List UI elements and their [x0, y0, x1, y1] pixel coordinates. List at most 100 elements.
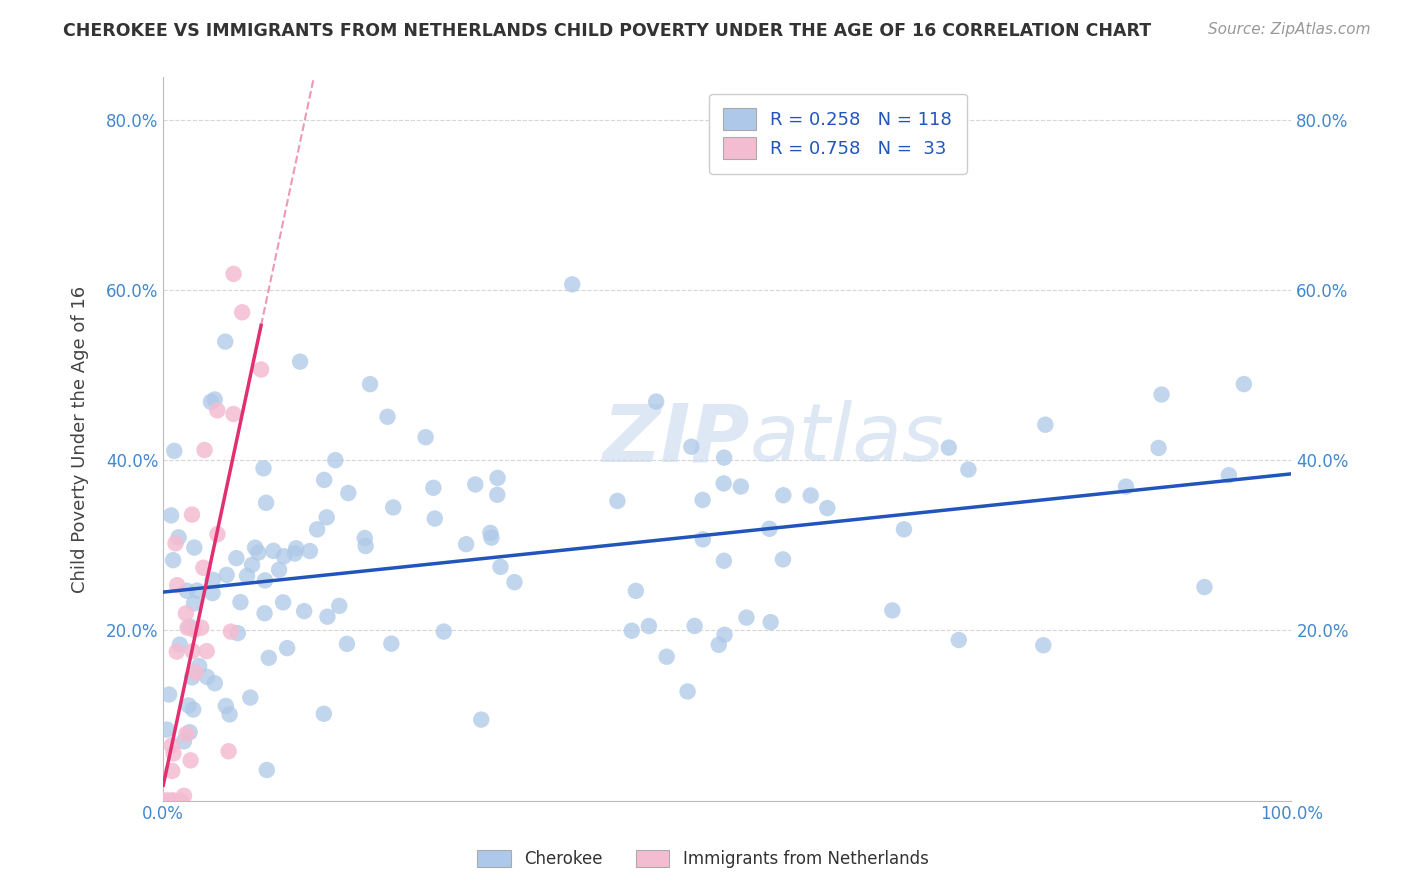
- Point: [226, 626, 249, 640]
- Point: [256, 763, 278, 777]
- Point: [692, 492, 714, 507]
- Point: [167, 530, 190, 544]
- Point: [184, 665, 207, 680]
- Point: [882, 603, 904, 617]
- Point: [170, 794, 193, 808]
- Point: [486, 471, 509, 485]
- Point: [201, 573, 224, 587]
- Point: [271, 595, 294, 609]
- Point: [157, 794, 180, 808]
- Point: [219, 624, 242, 639]
- Point: [620, 624, 643, 638]
- Point: [247, 546, 270, 560]
- Point: [456, 537, 478, 551]
- Point: [162, 794, 184, 808]
- Point: [252, 461, 274, 475]
- Point: [157, 688, 180, 702]
- Point: [288, 354, 311, 368]
- Point: [606, 494, 628, 508]
- Point: [193, 560, 215, 574]
- Point: [938, 441, 960, 455]
- Point: [481, 531, 503, 545]
- Point: [422, 481, 444, 495]
- Point: [160, 739, 183, 753]
- Point: [240, 558, 263, 572]
- Point: [1147, 441, 1170, 455]
- Text: Source: ZipAtlas.com: Source: ZipAtlas.com: [1208, 22, 1371, 37]
- Text: atlas: atlas: [749, 400, 945, 478]
- Point: [353, 531, 375, 545]
- Point: [190, 621, 212, 635]
- Point: [193, 442, 215, 457]
- Point: [177, 698, 200, 713]
- Point: [176, 583, 198, 598]
- Point: [1033, 417, 1056, 432]
- Point: [181, 508, 204, 522]
- Point: [153, 794, 176, 808]
- Point: [415, 430, 437, 444]
- Point: [257, 650, 280, 665]
- Point: [156, 794, 179, 808]
- Point: [169, 638, 191, 652]
- Point: [336, 637, 359, 651]
- Point: [681, 440, 703, 454]
- Point: [354, 539, 377, 553]
- Point: [772, 488, 794, 502]
- Point: [298, 544, 321, 558]
- Legend: R = 0.258   N = 118, R = 0.758   N =  33: R = 0.258 N = 118, R = 0.758 N = 33: [709, 94, 966, 174]
- Point: [377, 409, 399, 424]
- Point: [254, 496, 277, 510]
- Point: [692, 533, 714, 547]
- Point: [160, 508, 183, 523]
- Point: [176, 621, 198, 635]
- Point: [815, 501, 838, 516]
- Point: [253, 607, 276, 621]
- Point: [1218, 468, 1240, 483]
- Point: [229, 595, 252, 609]
- Point: [380, 637, 402, 651]
- Point: [243, 541, 266, 555]
- Point: [676, 684, 699, 698]
- Point: [218, 744, 240, 758]
- Point: [181, 644, 204, 658]
- Point: [225, 551, 247, 566]
- Point: [624, 583, 647, 598]
- Point: [645, 394, 668, 409]
- Point: [758, 522, 780, 536]
- Point: [222, 267, 245, 281]
- Point: [1150, 387, 1173, 401]
- Point: [262, 544, 284, 558]
- Point: [713, 450, 735, 465]
- Point: [273, 549, 295, 564]
- Point: [479, 525, 502, 540]
- Point: [683, 619, 706, 633]
- Point: [735, 610, 758, 624]
- Point: [707, 638, 730, 652]
- Point: [222, 407, 245, 421]
- Point: [382, 500, 405, 515]
- Point: [236, 569, 259, 583]
- Point: [204, 392, 226, 407]
- Point: [253, 574, 276, 588]
- Point: [1115, 479, 1137, 493]
- Point: [207, 403, 229, 417]
- Point: [314, 473, 336, 487]
- Point: [800, 488, 823, 502]
- Point: [285, 541, 308, 556]
- Point: [173, 789, 195, 803]
- Text: ZIP: ZIP: [603, 400, 749, 478]
- Point: [713, 628, 735, 642]
- Point: [315, 510, 337, 524]
- Point: [200, 395, 222, 409]
- Point: [323, 453, 346, 467]
- Point: [181, 670, 204, 684]
- Point: [162, 553, 184, 567]
- Point: [713, 554, 735, 568]
- Point: [183, 596, 205, 610]
- Point: [730, 479, 752, 493]
- Point: [464, 477, 486, 491]
- Point: [162, 747, 184, 761]
- Point: [179, 619, 201, 633]
- Point: [713, 476, 735, 491]
- Point: [160, 764, 183, 778]
